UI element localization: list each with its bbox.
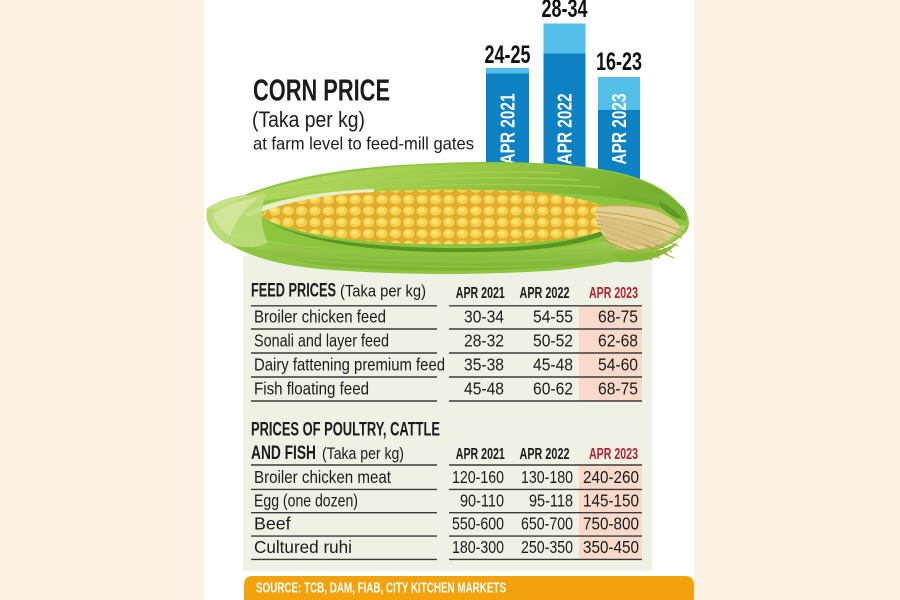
svg-text:APR 2023: APR 2023 bbox=[589, 446, 638, 463]
svg-text:Fish floating feed: Fish floating feed bbox=[254, 379, 369, 399]
svg-text:50-52: 50-52 bbox=[533, 331, 573, 351]
svg-text:APR 2021: APR 2021 bbox=[498, 94, 520, 165]
svg-text:350-450: 350-450 bbox=[583, 537, 639, 557]
svg-text:Egg (one dozen): Egg (one dozen) bbox=[254, 490, 358, 510]
svg-text:APR 2021: APR 2021 bbox=[456, 446, 505, 463]
svg-text:68-75: 68-75 bbox=[598, 379, 638, 399]
svg-text:CORN PRICE: CORN PRICE bbox=[253, 73, 390, 108]
svg-text:250-350: 250-350 bbox=[521, 537, 573, 557]
svg-text:Dairy fattening premium feed: Dairy fattening premium feed bbox=[254, 355, 445, 375]
svg-text:(Taka per kg): (Taka per kg) bbox=[340, 283, 426, 301]
svg-text:650-700: 650-700 bbox=[521, 514, 573, 534]
svg-text:45-48: 45-48 bbox=[464, 379, 504, 399]
svg-text:APR 2022: APR 2022 bbox=[555, 94, 577, 165]
svg-text:28-32: 28-32 bbox=[464, 331, 504, 351]
svg-text:68-75: 68-75 bbox=[598, 307, 638, 327]
svg-text:62-68: 62-68 bbox=[598, 331, 638, 351]
svg-text:Beef: Beef bbox=[254, 514, 291, 534]
svg-text:60-62: 60-62 bbox=[533, 379, 573, 399]
svg-text:54-60: 54-60 bbox=[598, 355, 638, 375]
svg-text:at farm level to feed-mill gat: at farm level to feed-mill gates bbox=[253, 134, 474, 154]
svg-text:90-110: 90-110 bbox=[460, 490, 504, 510]
svg-text:35-38: 35-38 bbox=[464, 355, 504, 375]
svg-text:APR 2022: APR 2022 bbox=[520, 446, 570, 463]
svg-text:AND FISH: AND FISH bbox=[251, 443, 316, 464]
svg-text:APR 2023: APR 2023 bbox=[589, 285, 638, 302]
svg-text:APR 2023: APR 2023 bbox=[609, 94, 631, 165]
svg-text:APR 2021: APR 2021 bbox=[456, 285, 505, 302]
svg-text:750-800: 750-800 bbox=[583, 514, 639, 534]
svg-text:Cultured ruhi: Cultured ruhi bbox=[254, 537, 352, 557]
svg-text:240-260: 240-260 bbox=[583, 467, 639, 487]
svg-text:SOURCE: TCB, DAM, FIAB, CITY K: SOURCE: TCB, DAM, FIAB, CITY KITCHEN MAR… bbox=[256, 580, 506, 597]
svg-text:Broiler chicken meat: Broiler chicken meat bbox=[254, 467, 391, 487]
svg-text:30-34: 30-34 bbox=[464, 307, 504, 327]
svg-text:(Taka per kg): (Taka per kg) bbox=[252, 107, 365, 132]
svg-text:550-600: 550-600 bbox=[452, 514, 504, 534]
svg-text:95-118: 95-118 bbox=[529, 490, 573, 510]
svg-text:Broiler chicken feed: Broiler chicken feed bbox=[254, 307, 386, 327]
svg-text:120-160: 120-160 bbox=[452, 467, 504, 487]
svg-text:(Taka per kg): (Taka per kg) bbox=[322, 445, 404, 463]
svg-text:16-23: 16-23 bbox=[596, 48, 642, 76]
svg-text:130-180: 130-180 bbox=[521, 467, 573, 487]
svg-text:54-55: 54-55 bbox=[533, 307, 573, 327]
svg-text:APR 2022: APR 2022 bbox=[520, 285, 570, 302]
svg-text:45-48: 45-48 bbox=[533, 355, 573, 375]
svg-text:FEED PRICES: FEED PRICES bbox=[251, 281, 336, 302]
svg-text:24-25: 24-25 bbox=[485, 41, 531, 69]
svg-text:Sonali and layer feed: Sonali and layer feed bbox=[254, 331, 389, 351]
svg-text:180-300: 180-300 bbox=[452, 537, 504, 557]
svg-text:145-150: 145-150 bbox=[583, 490, 639, 510]
svg-text:PRICES OF POULTRY, CATTLE: PRICES OF POULTRY, CATTLE bbox=[251, 420, 440, 441]
svg-text:28-34: 28-34 bbox=[542, 0, 588, 23]
